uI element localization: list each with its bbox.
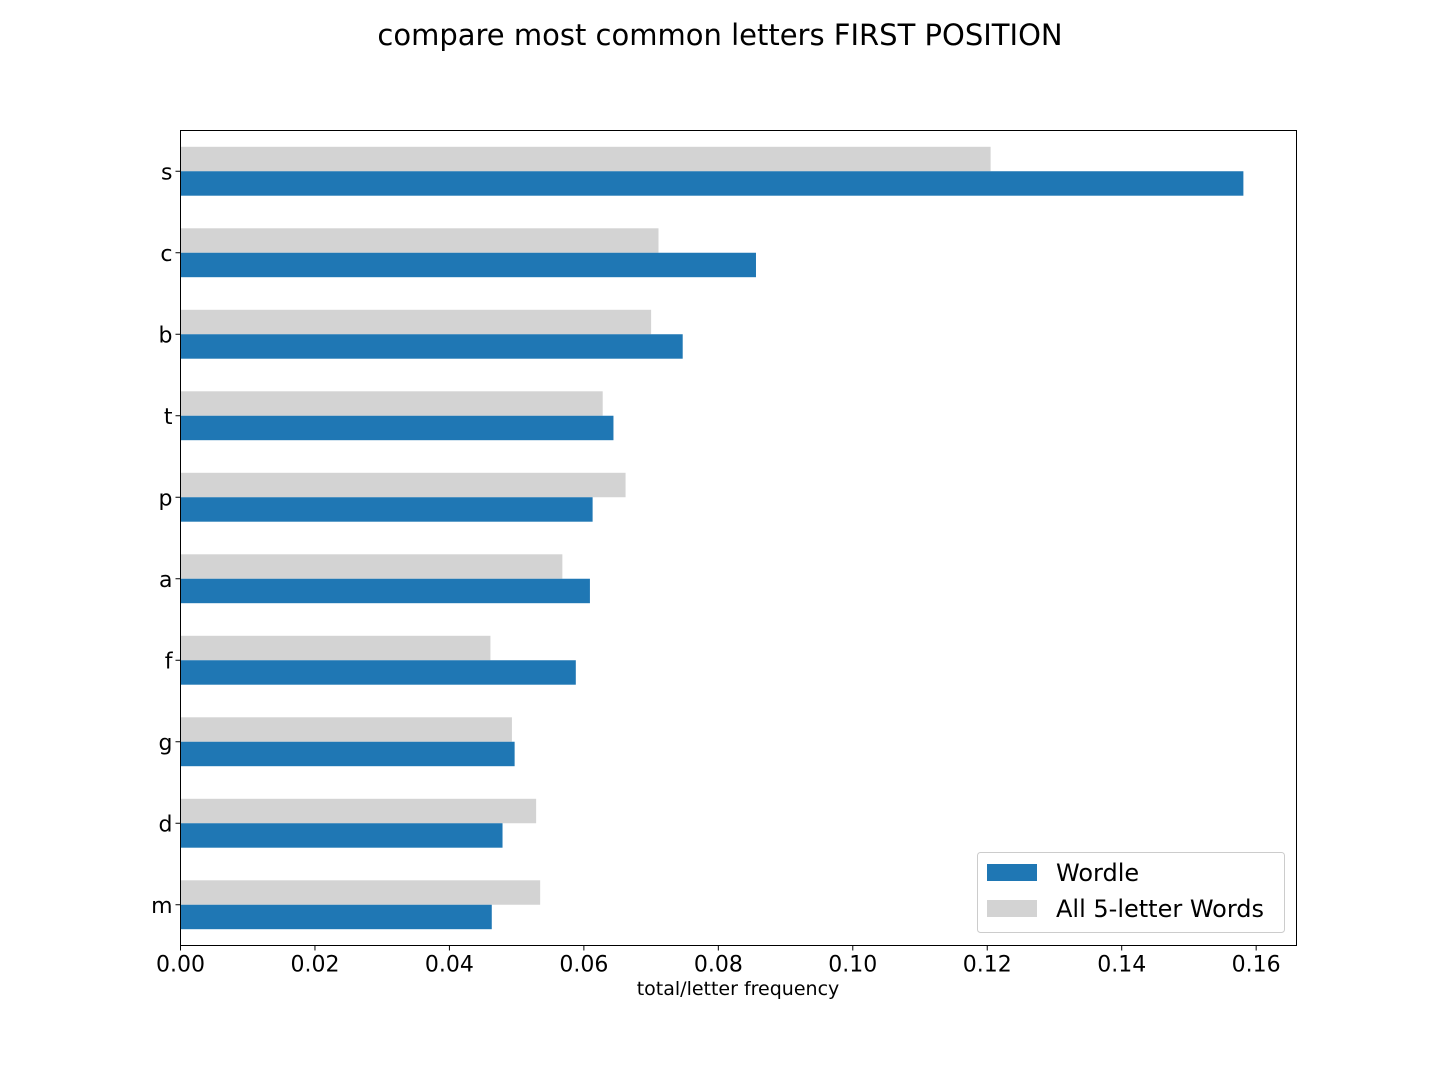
bars-group xyxy=(180,146,1244,930)
y-tick-label-a: a xyxy=(159,568,172,593)
bar-wordle-t xyxy=(180,415,614,441)
x-axis: 0.00 0.02 0.04 0.06 0.08 0.10 0.12 0.14 0.16 xyxy=(156,945,1281,978)
y-tick-label-f: f xyxy=(165,649,174,674)
bar-all-5-letter-words-b xyxy=(180,309,652,335)
bar-wordle-b xyxy=(180,334,683,359)
legend-swatch-all-5-letter-words xyxy=(987,900,1037,917)
bar-all-5-letter-words-g xyxy=(180,717,512,742)
legend-frame xyxy=(977,852,1285,933)
legend-swatch-wordle xyxy=(987,864,1037,881)
x-tick-label: 0.12 xyxy=(963,953,1012,978)
x-tick-label: 0.00 xyxy=(156,953,205,978)
bar-all-5-letter-words-m xyxy=(180,880,541,905)
legend: Wordle All 5-letter Words xyxy=(977,852,1285,933)
y-tick-label-c: c xyxy=(160,242,172,267)
plot-frame xyxy=(180,130,1297,946)
y-tick-label-p: p xyxy=(159,486,173,511)
bar-all-5-letter-words-s xyxy=(180,146,991,172)
x-tick-label: 0.14 xyxy=(1097,953,1146,978)
y-tick-label-b: b xyxy=(159,323,173,348)
y-tick-label-m: m xyxy=(151,894,172,919)
bar-wordle-d xyxy=(180,823,503,848)
bar-wordle-f xyxy=(180,660,576,685)
x-tick-label: 0.02 xyxy=(290,953,339,978)
y-tick-label-s: s xyxy=(161,160,172,185)
bar-wordle-m xyxy=(180,904,492,930)
x-axis-label: total/letter frequency xyxy=(637,978,840,1000)
bar-all-5-letter-words-t xyxy=(180,391,603,416)
bar-wordle-p xyxy=(180,497,593,522)
y-tick-label-t: t xyxy=(164,405,173,430)
bar-all-5-letter-words-a xyxy=(180,554,563,579)
chart-title: compare most common letters FIRST POSITI… xyxy=(377,18,1062,52)
bar-wordle-c xyxy=(180,252,756,278)
y-tick-label-d: d xyxy=(159,812,173,837)
y-axis: s c b t p a f g d m xyxy=(151,160,181,919)
x-tick-label: 0.08 xyxy=(694,953,743,978)
legend-label-wordle: Wordle xyxy=(1056,859,1139,887)
x-tick-label: 0.16 xyxy=(1232,953,1281,978)
legend-label-all-5-letter-words: All 5-letter Words xyxy=(1056,895,1264,923)
bar-all-5-letter-words-c xyxy=(180,228,659,253)
bar-wordle-a xyxy=(180,578,590,604)
bar-all-5-letter-words-d xyxy=(180,798,537,824)
bar-wordle-g xyxy=(180,741,515,767)
x-tick-label: 0.10 xyxy=(828,953,877,978)
x-tick-label: 0.06 xyxy=(559,953,608,978)
bar-all-5-letter-words-p xyxy=(180,472,626,498)
bar-all-5-letter-words-f xyxy=(180,635,491,661)
x-tick-label: 0.04 xyxy=(425,953,474,978)
bar-wordle-s xyxy=(180,171,1244,196)
y-tick-label-g: g xyxy=(159,731,173,756)
